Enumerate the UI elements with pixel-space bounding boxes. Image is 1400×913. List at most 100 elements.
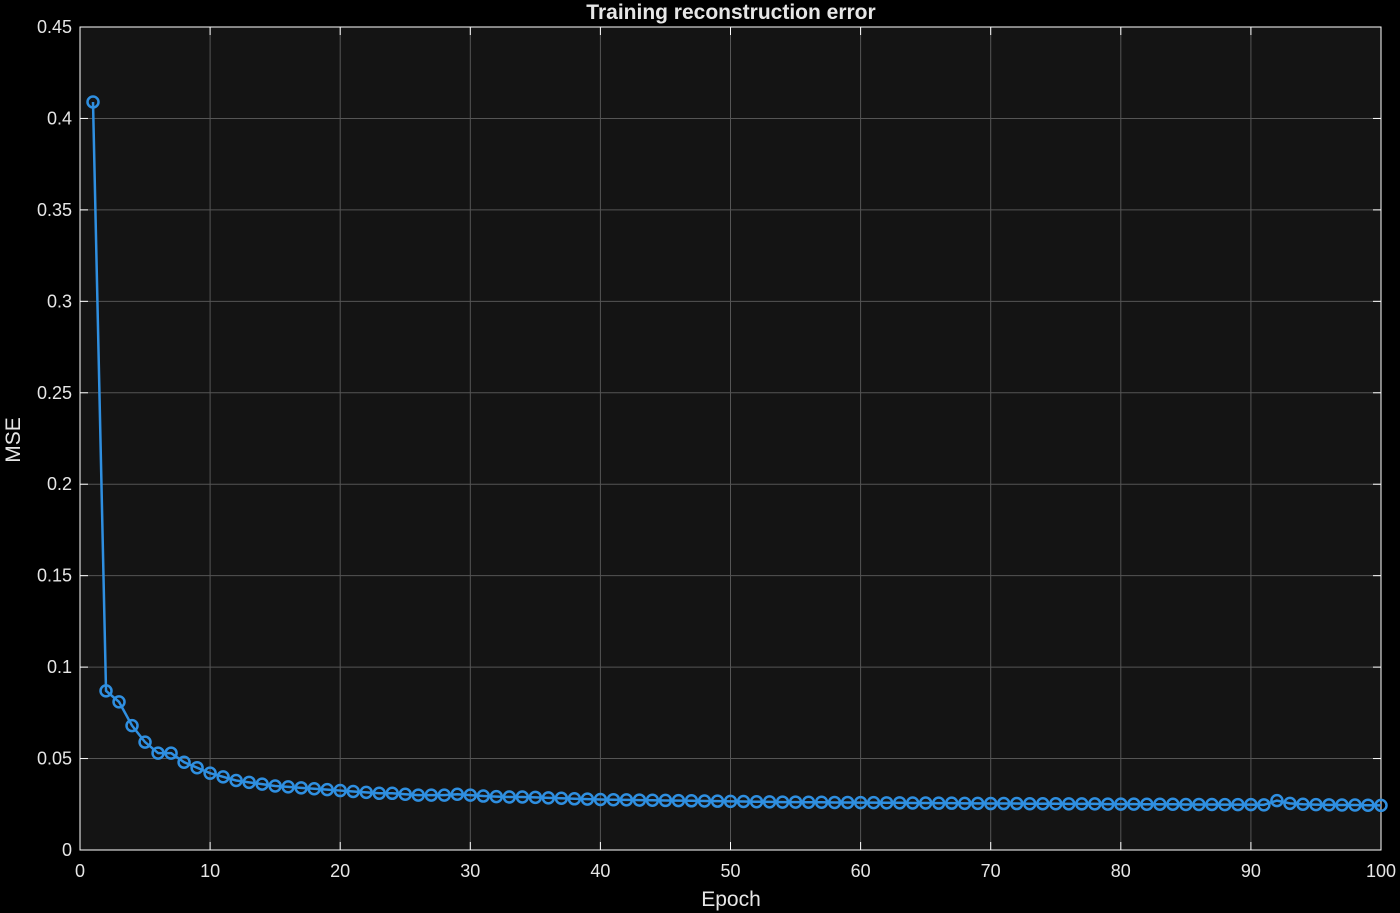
data-point-marker	[801, 795, 816, 810]
data-point-marker	[1257, 798, 1271, 812]
data-point-marker	[723, 794, 738, 809]
data-point-marker	[788, 795, 803, 809]
data-point-marker	[1009, 796, 1024, 811]
data-point-marker	[1022, 796, 1037, 811]
data-point-marker	[1192, 797, 1206, 812]
data-point-marker	[762, 795, 777, 809]
data-point-marker	[333, 783, 347, 798]
data-point-marker	[1361, 798, 1375, 812]
data-point-marker	[1244, 797, 1258, 812]
data-point-marker	[1127, 797, 1141, 811]
data-point-marker	[216, 770, 230, 784]
data-point-marker	[996, 796, 1011, 811]
data-point-marker	[255, 777, 269, 791]
data-point-marker	[554, 791, 569, 805]
x-tick-label: 40	[590, 861, 610, 881]
data-point-marker	[476, 789, 491, 803]
y-tick-label: 0.15	[37, 566, 72, 586]
data-point-marker	[1179, 797, 1193, 812]
data-point-marker	[1114, 797, 1128, 811]
x-tick-label: 90	[1241, 861, 1261, 881]
x-tick-label: 30	[460, 861, 480, 881]
y-axis-label: MSE	[2, 417, 25, 463]
data-point-marker	[814, 795, 829, 810]
data-point-marker	[1062, 797, 1076, 811]
data-point-marker	[970, 796, 985, 811]
x-tick-label: 100	[1366, 861, 1396, 881]
data-point-marker	[1153, 797, 1167, 812]
data-point-marker	[632, 793, 647, 807]
data-point-marker	[749, 794, 764, 809]
data-point-marker	[450, 787, 465, 801]
data-point-marker	[1270, 793, 1284, 808]
x-tick-label: 20	[330, 861, 350, 881]
data-point-marker	[1140, 797, 1154, 812]
data-point-marker	[645, 793, 660, 808]
x-tick-label: 10	[200, 861, 220, 881]
data-point-marker	[1218, 797, 1232, 812]
data-point-marker	[1075, 797, 1089, 811]
data-point-marker	[242, 775, 256, 790]
data-point-marker	[294, 781, 308, 795]
y-tick-label: 0.25	[37, 383, 72, 403]
data-point-marker	[1348, 798, 1362, 812]
data-point-marker	[164, 746, 178, 760]
y-tick-label: 0.45	[37, 17, 72, 37]
data-point-marker	[1283, 796, 1297, 811]
data-point-marker	[424, 788, 439, 802]
data-point-marker	[307, 781, 321, 796]
data-point-marker	[502, 790, 517, 804]
data-point-marker	[905, 796, 920, 810]
data-point-marker	[463, 788, 478, 802]
data-point-marker	[1335, 798, 1349, 812]
data-point-marker	[437, 788, 452, 802]
data-point-marker	[567, 792, 582, 806]
data-point-marker	[515, 790, 530, 804]
x-tick-label: 0	[75, 861, 85, 881]
data-point-marker	[983, 796, 998, 811]
series-layer	[86, 95, 1388, 813]
data-point-marker	[229, 773, 243, 788]
data-point-marker	[1309, 797, 1323, 812]
data-point-marker	[372, 786, 386, 801]
data-point-marker	[775, 795, 790, 809]
data-point-marker	[541, 791, 556, 805]
y-tick-label: 0.1	[47, 657, 72, 677]
data-point-marker	[190, 760, 204, 775]
data-point-marker	[736, 794, 751, 809]
chart-title: Training reconstruction error	[586, 1, 875, 24]
data-point-marker	[177, 755, 191, 769]
data-point-marker	[853, 795, 868, 810]
x-tick-label: 70	[981, 861, 1001, 881]
data-point-marker	[1231, 797, 1245, 812]
data-point-marker	[1322, 798, 1336, 812]
data-point-marker	[1374, 798, 1388, 813]
data-point-marker	[840, 795, 855, 810]
data-point-marker	[1166, 797, 1180, 812]
data-point-marker	[398, 787, 412, 801]
data-point-marker	[1088, 797, 1102, 811]
y-tick-label: 0.05	[37, 749, 72, 769]
data-point-marker	[346, 784, 360, 799]
data-point-marker	[671, 793, 686, 808]
data-point-marker	[203, 766, 217, 780]
data-point-marker	[281, 780, 295, 794]
data-point-marker	[125, 718, 139, 733]
data-point-marker	[99, 684, 113, 698]
data-point-marker	[1049, 796, 1063, 811]
y-tick-label: 0.4	[47, 108, 72, 128]
data-point-marker	[892, 796, 907, 810]
data-point-marker	[697, 794, 712, 808]
data-point-marker	[710, 794, 725, 808]
data-point-marker	[957, 796, 972, 811]
x-tick-label: 80	[1111, 861, 1131, 881]
data-point-marker	[944, 796, 959, 810]
data-point-marker	[359, 785, 373, 800]
data-point-marker	[827, 795, 842, 810]
x-tick-label: 60	[851, 861, 871, 881]
y-tick-label: 0.2	[47, 474, 72, 494]
data-point-marker	[112, 695, 126, 709]
x-axis-label: Epoch	[701, 888, 761, 911]
y-tick-label: 0.35	[37, 200, 72, 220]
